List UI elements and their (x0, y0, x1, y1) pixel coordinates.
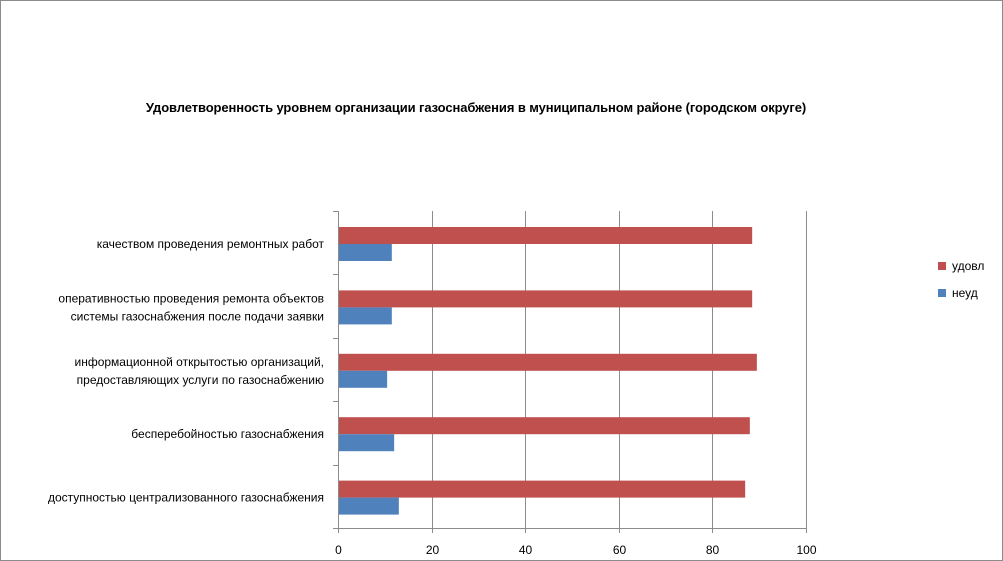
bar-удовл-4 (339, 480, 746, 498)
category-label: предоставляющих услуги по газоснабжению (77, 373, 324, 387)
category-label: системы газоснабжения после подачи заявк… (71, 309, 324, 323)
category-label: доступностью централизованного газоснабж… (48, 491, 324, 505)
legend-label: неуд (952, 286, 978, 300)
legend-swatch-удовл (938, 262, 946, 270)
category-label: качеством проведения ремонтных работ (97, 237, 325, 251)
category-label: информационной открытостью организаций, (74, 355, 324, 369)
bar-удовл-1 (339, 290, 753, 308)
x-tick-label: 20 (426, 543, 440, 557)
bar-неуд-0 (339, 244, 392, 261)
category-label: бесперебойностью газоснабжения (131, 427, 324, 441)
legend-swatch-неуд (938, 289, 946, 297)
x-tick-label: 100 (796, 543, 816, 557)
x-tick-label: 0 (335, 543, 342, 557)
bar-неуд-3 (339, 434, 395, 452)
x-tick-label: 40 (519, 543, 533, 557)
category-label: оперативностью проведения ремонта объект… (58, 291, 324, 305)
x-tick-label: 80 (706, 543, 720, 557)
bar-неуд-2 (339, 370, 388, 388)
bar-неуд-1 (339, 307, 392, 325)
bar-удовл-0 (339, 227, 753, 244)
legend-label: удовл (952, 259, 984, 273)
chart-title: Удовлетворенность уровнем организации га… (145, 100, 807, 115)
bar-неуд-4 (339, 497, 399, 515)
bar-удовл-3 (339, 417, 750, 435)
x-tick-label: 60 (613, 543, 627, 557)
bar-удовл-2 (339, 353, 757, 371)
